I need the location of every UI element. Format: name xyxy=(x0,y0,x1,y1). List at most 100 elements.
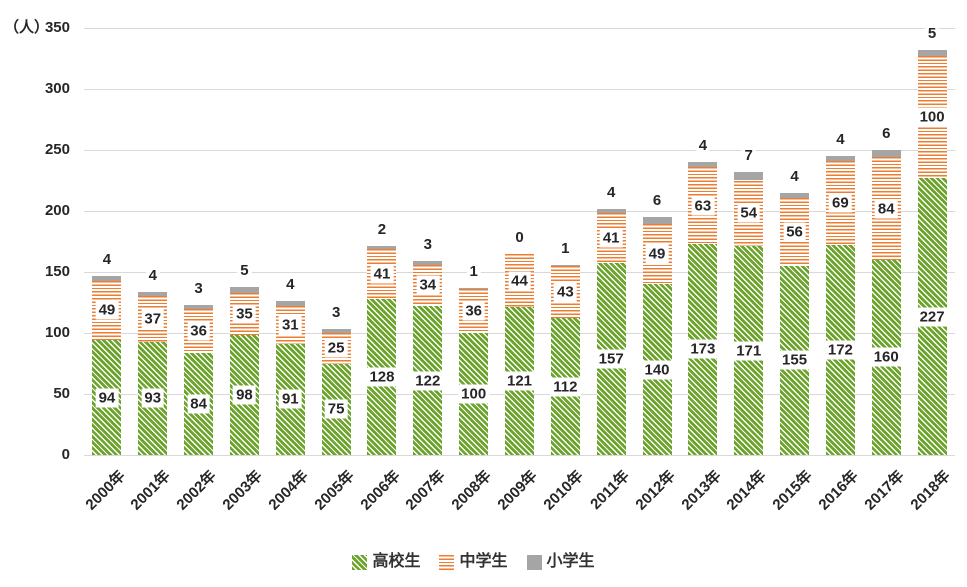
gridline-300 xyxy=(84,89,955,90)
legend-item-highschool[interactable]: 高校生 xyxy=(352,553,420,571)
legend-swatch-middleschool-icon xyxy=(439,554,455,570)
bar-segment-elementary-2007年[interactable] xyxy=(413,261,443,265)
bar-label-highschool-2012年: 140 xyxy=(641,360,673,380)
legend-swatch-highschool-icon xyxy=(352,554,368,570)
bar-segment-elementary-2001年[interactable] xyxy=(138,291,168,297)
legend-label-middleschool: 中学生 xyxy=(459,553,508,570)
bar-label-elementary-2000年: 4 xyxy=(99,249,115,269)
y-axis-tick-200: 200 xyxy=(44,202,70,219)
bar-label-elementary-2010年: 1 xyxy=(558,238,573,258)
bar-label-middleschool-2006年: 41 xyxy=(370,264,394,284)
bar-segment-elementary-2013年[interactable] xyxy=(688,162,718,168)
bar-label-highschool-2002年: 84 xyxy=(187,394,210,414)
bar-label-elementary-2015年: 4 xyxy=(787,166,802,186)
bar-label-elementary-2005年: 3 xyxy=(328,303,344,323)
x-axis-label-2008年: 2008年 xyxy=(448,467,495,514)
bar-label-middleschool-2002年: 36 xyxy=(187,321,210,341)
bar-label-highschool-2015年: 155 xyxy=(779,350,811,370)
x-axis-label-2009年: 2009年 xyxy=(494,467,541,514)
x-axis-label-2005年: 2005年 xyxy=(311,467,358,514)
x-axis-label-2000年: 2000年 xyxy=(82,467,129,514)
x-axis-label-2017年: 2017年 xyxy=(861,467,908,514)
bar-label-middleschool-2003年: 35 xyxy=(233,304,256,324)
bar-label-highschool-2017年: 160 xyxy=(870,347,902,367)
bar-segment-elementary-2014年[interactable] xyxy=(734,171,764,181)
bar-segment-elementary-2008年[interactable] xyxy=(459,287,489,290)
legend-label-elementary: 小学生 xyxy=(546,553,595,570)
x-axis-label-2018年: 2018年 xyxy=(907,467,954,514)
bar-label-middleschool-2016年: 69 xyxy=(829,193,852,213)
bar-label-highschool-2013年: 173 xyxy=(687,339,719,359)
x-axis-label-2001年: 2001年 xyxy=(127,467,175,514)
y-axis-tick-50: 50 xyxy=(53,385,70,402)
bar-segment-elementary-2002年[interactable] xyxy=(184,304,214,309)
legend-item-elementary[interactable]: 小学生 xyxy=(526,553,595,571)
x-axis-label-2016年: 2016年 xyxy=(815,467,862,514)
bar-label-elementary-2001年: 4 xyxy=(145,265,160,285)
gridline-350 xyxy=(84,28,955,29)
bar-label-middleschool-2017年: 84 xyxy=(874,199,898,219)
y-axis-tick-300: 300 xyxy=(44,80,70,97)
bar-label-elementary-2003年: 5 xyxy=(237,260,252,280)
bar-label-elementary-2007年: 3 xyxy=(420,235,435,255)
y-axis-tick-350: 350 xyxy=(44,19,70,36)
bar-label-elementary-2004年: 4 xyxy=(283,275,298,295)
bar-label-middleschool-2010年: 43 xyxy=(553,282,577,302)
x-axis-label-2002年: 2002年 xyxy=(173,467,220,514)
bar-label-highschool-2004年: 91 xyxy=(278,389,302,409)
bar-segment-elementary-2018年[interactable] xyxy=(917,49,947,57)
bar-label-elementary-2008年: 1 xyxy=(466,261,481,281)
bar-segment-elementary-2011年[interactable] xyxy=(596,208,626,214)
bar-label-elementary-2011年: 4 xyxy=(604,182,619,202)
bar-label-highschool-2007年: 122 xyxy=(412,371,444,391)
bar-segment-elementary-2003年[interactable] xyxy=(229,286,259,293)
bar-label-highschool-2011年: 157 xyxy=(595,349,627,369)
bar-label-elementary-2014年: 7 xyxy=(741,145,756,165)
bar-label-highschool-2005年: 75 xyxy=(324,399,348,419)
bar-label-middleschool-2008年: 36 xyxy=(462,301,485,321)
bar-label-elementary-2013年: 4 xyxy=(695,136,711,156)
y-axis-unit-label: （人） xyxy=(4,19,50,36)
bar-segment-elementary-2004年[interactable] xyxy=(275,301,305,307)
bar-label-elementary-2012年: 6 xyxy=(649,191,665,211)
y-axis-tick-150: 150 xyxy=(44,263,70,280)
bar-segment-elementary-2017年[interactable] xyxy=(871,150,901,158)
bar-segment-elementary-2006年[interactable] xyxy=(367,246,397,249)
legend-item-middleschool[interactable]: 中学生 xyxy=(439,553,508,571)
bar-segment-elementary-2000年[interactable] xyxy=(92,275,122,281)
bar-label-middleschool-2014年: 54 xyxy=(737,203,761,223)
bar-label-elementary-2016年: 4 xyxy=(833,130,848,150)
bar-label-middleschool-2000年: 49 xyxy=(95,300,119,320)
bar-label-highschool-2014年: 171 xyxy=(733,341,765,361)
y-axis-tick-100: 100 xyxy=(44,324,70,341)
bar-segment-elementary-2010年[interactable] xyxy=(550,264,580,266)
bar-label-elementary-2017年: 6 xyxy=(879,124,894,143)
x-axis-label-2007年: 2007年 xyxy=(402,467,450,514)
bar-label-middleschool-2005年: 25 xyxy=(324,338,348,358)
x-axis-label-2010年: 2010年 xyxy=(540,467,587,514)
bar-label-highschool-2009年: 121 xyxy=(503,371,536,391)
gridline-250 xyxy=(84,150,955,151)
bar-label-highschool-2010年: 112 xyxy=(550,377,581,397)
bar-segment-elementary-2015年[interactable] xyxy=(780,192,810,198)
x-axis-label-2015年: 2015年 xyxy=(769,467,816,514)
bar-label-elementary-2018年: 5 xyxy=(924,23,940,43)
bar-label-highschool-2001年: 93 xyxy=(141,388,165,408)
legend-label-highschool: 高校生 xyxy=(372,553,421,570)
bar-label-middleschool-2007年: 34 xyxy=(416,275,440,295)
x-axis-label-2004年: 2004年 xyxy=(265,467,312,514)
bar-segment-elementary-2005年[interactable] xyxy=(321,329,351,333)
bar-label-highschool-2000年: 94 xyxy=(95,388,119,408)
bar-segment-elementary-2012年[interactable] xyxy=(642,217,672,225)
bar-label-middleschool-2015年: 56 xyxy=(783,222,806,242)
x-axis-label-2011年: 2011年 xyxy=(586,467,633,513)
bar-label-middleschool-2004年: 31 xyxy=(278,315,302,335)
bar-label-elementary-2006年: 2 xyxy=(374,220,390,240)
x-axis-label-2006年: 2006年 xyxy=(357,467,404,514)
y-axis-tick-250: 250 xyxy=(44,141,70,158)
bar-segment-elementary-2016年[interactable] xyxy=(825,156,855,161)
bar-label-middleschool-2018年: 100 xyxy=(916,107,948,127)
bar-label-middleschool-2001年: 37 xyxy=(141,309,165,329)
x-axis-label-2003年: 2003年 xyxy=(219,467,266,514)
x-axis-label-2012年: 2012年 xyxy=(632,467,679,514)
